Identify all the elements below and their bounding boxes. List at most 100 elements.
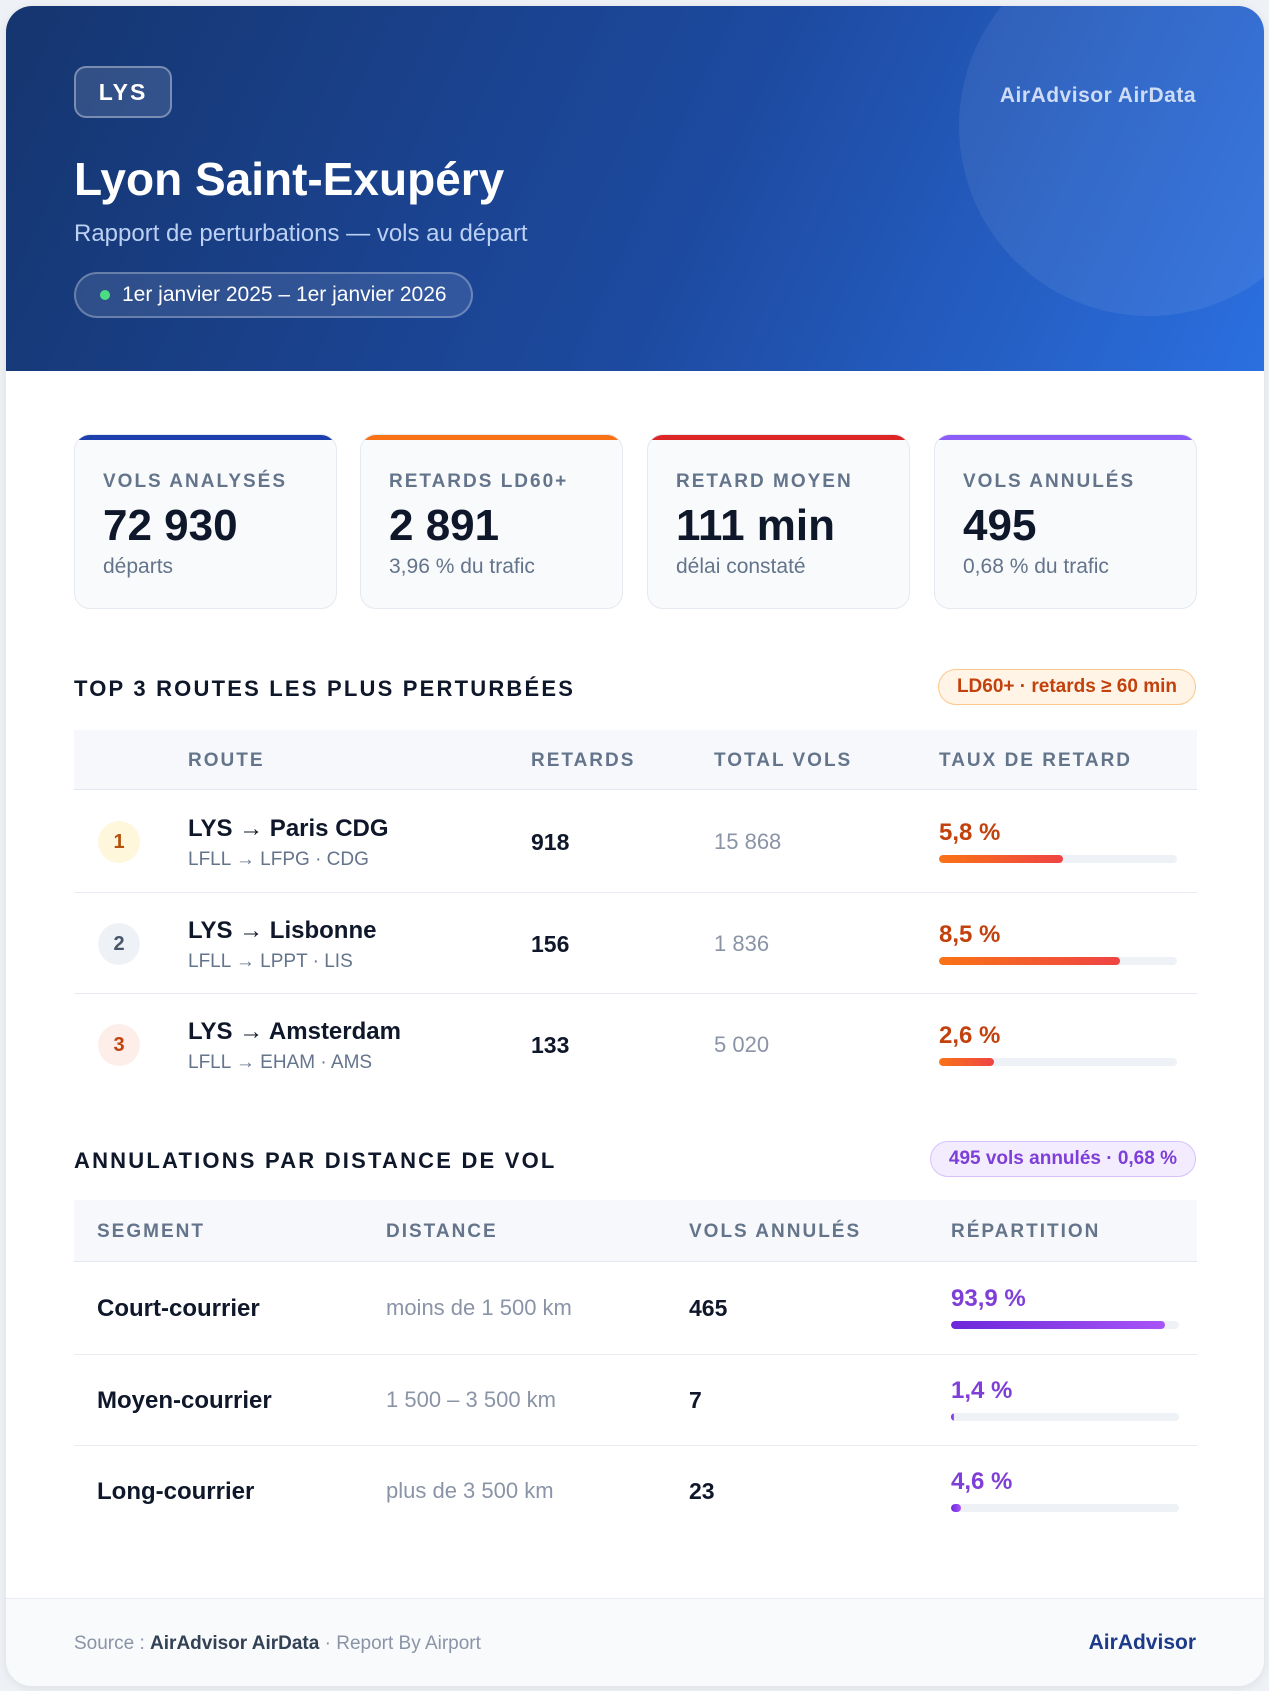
stat-value: 2 891 [389,501,500,550]
distance-value: moins de 1 500 km [386,1295,572,1320]
segment-name: Moyen-courrier [97,1387,272,1414]
cancel-table-header: SEGMENT DISTANCE VOLS ANNULÉS RÉPARTITIO… [74,1200,1197,1262]
total-value: 5 020 [714,1032,770,1057]
col-delays: RETARDS [531,750,636,771]
stats-row: VOLS ANALYSÉS 72 930 départs RETARDS LD6… [74,434,1197,609]
table-row[interactable]: 1 LYS → Paris CDG LFLL → LFPG · CDG 918 … [74,791,1197,893]
rate-bar-track [939,855,1177,863]
route-codes: LFLL → EHAM · AMS [188,1052,373,1073]
share-value: 93,9 % [951,1285,1026,1312]
hero-header: LYS AirAdvisor AirData Lyon Saint-Exupér… [6,6,1264,371]
rate-bar-fill [939,957,1120,965]
stat-sub: délai constaté [676,555,806,578]
footer-source: Source : AirAdvisor AirData · Report By … [74,1633,481,1655]
source-prefix: Source : [74,1633,145,1654]
cancel-section-title: ANNULATIONS PAR DISTANCE DE VOL [74,1148,557,1173]
ld60-tag: LD60+ · retards ≥ 60 min [937,669,1196,705]
col-segment: SEGMENT [97,1221,205,1242]
share-bar-fill [951,1321,1166,1329]
stat-value: 495 [963,501,1037,550]
col-route: ROUTE [188,750,265,771]
stat-accent-bar [361,435,622,440]
share-bar-track [951,1413,1179,1421]
stat-value: 72 930 [103,501,238,550]
stat-card-cancellations: VOLS ANNULÉS 495 0,68 % du trafic [934,434,1197,609]
rate-bar-track [939,957,1177,965]
table-row[interactable]: Moyen-courrier 1 500 – 3 500 km 7 1,4 % [74,1355,1197,1446]
stat-sub: 0,68 % du trafic [963,555,1109,578]
table-row[interactable]: Court-courrier moins de 1 500 km 465 93,… [74,1263,1197,1355]
rate-bar-track [939,1058,1177,1066]
share-bar-fill [951,1413,955,1421]
table-row[interactable]: Long-courrier plus de 3 500 km 23 4,6 % [74,1446,1197,1538]
period-label: 1er janvier 2025 – 1er janvier 2026 [122,283,447,306]
page-subtitle: Rapport de perturbations — vols au dépar… [74,220,528,247]
total-value: 15 868 [714,829,782,854]
share-bar-fill [951,1504,962,1512]
routes-section-title: TOP 3 ROUTES LES PLUS PERTURBÉES [74,676,576,701]
segment-name: Long-courrier [97,1478,255,1505]
airport-code-badge: LYS [74,66,172,118]
rate-value: 5,8 % [939,819,1001,846]
rate-bar-fill [939,855,1063,863]
col-rate: TAUX DE RETARD [939,750,1133,771]
delays-value: 156 [531,931,570,957]
delays-value: 918 [531,829,570,855]
footer: Source : AirAdvisor AirData · Report By … [6,1598,1264,1686]
route-name: LYS → Lisbonne [188,917,377,944]
decorative-circle [959,6,1264,316]
stat-sub: départs [103,555,174,578]
col-total: TOTAL VOLS [714,750,853,771]
cancel-summary-tag: 495 vols annulés · 0,68 % [929,1141,1196,1177]
cancelled-value: 465 [689,1295,728,1321]
stat-label: VOLS ANALYSÉS [103,471,288,492]
report-card: LYS AirAdvisor AirData Lyon Saint-Exupér… [6,6,1264,1686]
col-share: RÉPARTITION [951,1221,1101,1242]
period-pill: 1er janvier 2025 – 1er janvier 2026 [74,272,473,318]
table-row[interactable]: 3 LYS → Amsterdam LFLL → EHAM · AMS 133 … [74,994,1197,1095]
rate-value: 8,5 % [939,921,1001,948]
share-bar-track [951,1504,1179,1512]
distance-value: 1 500 – 3 500 km [386,1387,557,1412]
cancellations-table: SEGMENT DISTANCE VOLS ANNULÉS RÉPARTITIO… [74,1200,1197,1566]
share-value: 1,4 % [951,1377,1013,1404]
rate-bar-fill [939,1058,995,1066]
stat-value: 111 min [676,501,836,550]
stat-label: RETARDS LD60+ [389,471,569,492]
brand-label: AirAdvisor AirData [999,84,1196,107]
share-bar-track [951,1321,1179,1329]
rate-value: 2,6 % [939,1022,1001,1049]
routes-table-header: ROUTE RETARDS TOTAL VOLS TAUX DE RETARD [74,730,1197,790]
delays-value: 133 [531,1032,570,1058]
cancelled-value: 7 [689,1387,702,1413]
route-codes: LFLL → LFPG · CDG [188,849,369,870]
footer-brand-logo[interactable]: AirAdvisor [1088,1631,1196,1654]
routes-table: ROUTE RETARDS TOTAL VOLS TAUX DE RETARD … [74,730,1197,1078]
total-value: 1 836 [714,931,770,956]
stat-accent-bar [648,435,909,440]
stat-card-flights: VOLS ANALYSÉS 72 930 départs [74,434,337,609]
route-name: LYS → Paris CDG [188,815,389,842]
segment-name: Court-courrier [97,1295,260,1322]
source-suffix: · Report By Airport [324,1633,481,1654]
rank-badge: 2 [98,923,140,965]
route-codes: LFLL → LPPT · LIS [188,951,353,972]
rank-badge: 3 [98,1024,140,1066]
table-row[interactable]: 2 LYS → Lisbonne LFLL → LPPT · LIS 156 1… [74,893,1197,994]
stat-accent-bar [75,435,336,440]
cancelled-value: 23 [689,1478,715,1504]
route-name: LYS → Amsterdam [188,1018,401,1045]
stat-sub: 3,96 % du trafic [389,555,535,578]
status-dot-icon [100,290,110,300]
stat-accent-bar [935,435,1196,440]
stat-label: RETARD MOYEN [676,471,853,492]
distance-value: plus de 3 500 km [386,1478,554,1503]
page-title: Lyon Saint-Exupéry [74,153,505,205]
col-distance: DISTANCE [386,1221,498,1242]
stat-card-avg-delay: RETARD MOYEN 111 min délai constaté [647,434,910,609]
rank-badge: 1 [98,821,140,863]
source-link[interactable]: AirAdvisor AirData [150,1633,320,1654]
stat-label: VOLS ANNULÉS [963,471,1136,492]
stat-card-delays: RETARDS LD60+ 2 891 3,96 % du trafic [360,434,623,609]
col-cancelled: VOLS ANNULÉS [689,1221,862,1242]
